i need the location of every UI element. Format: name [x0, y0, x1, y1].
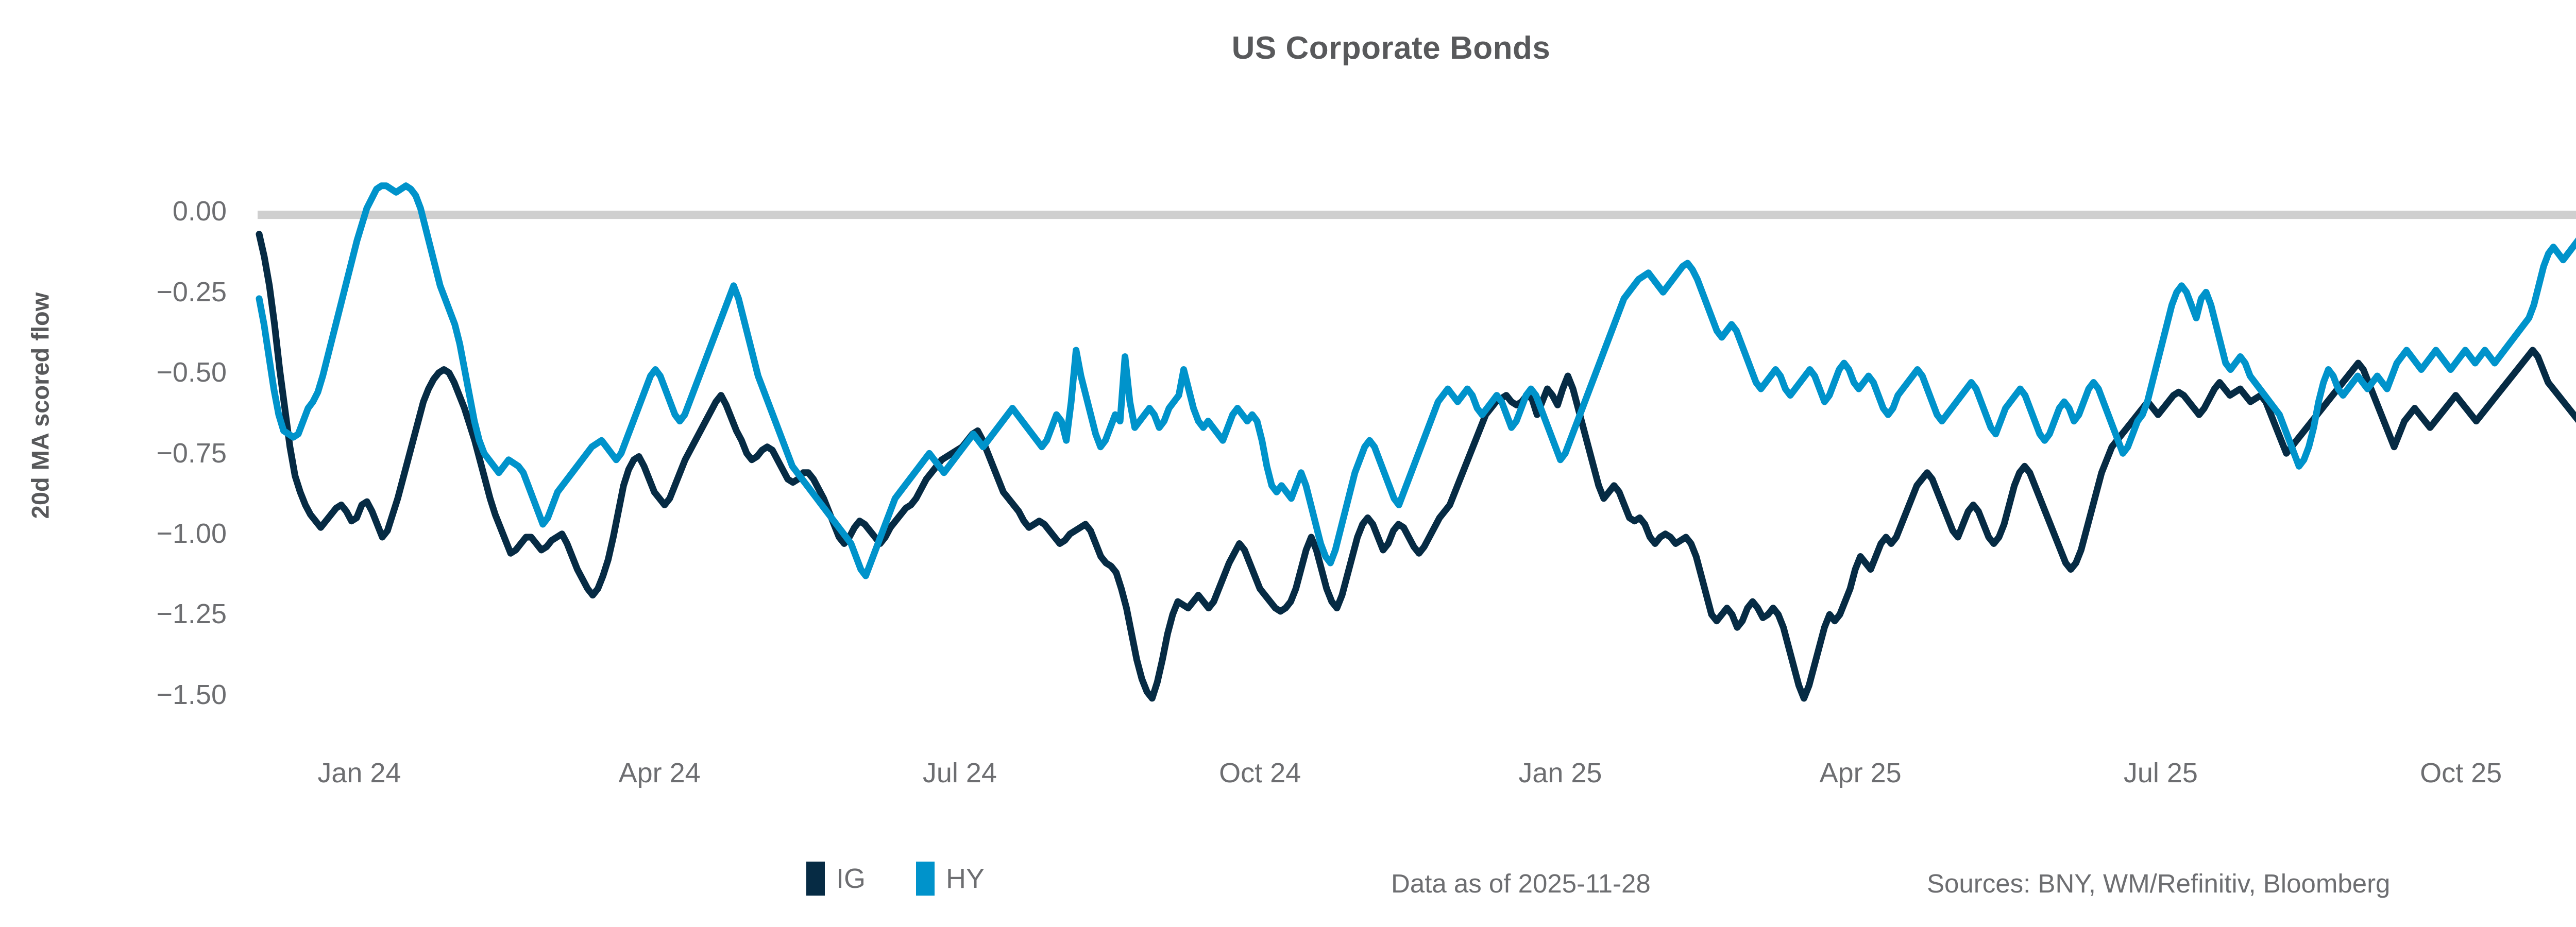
y-axis-tick-1: −0.25: [156, 276, 227, 307]
y-axis-tick-0: 0.00: [172, 196, 227, 227]
x-axis-tick-4: Jan 25: [1518, 758, 1602, 788]
legend-label-ig: IG: [836, 863, 866, 894]
y-axis-tick-6: −1.50: [156, 679, 227, 710]
x-axis-tick-5: Apr 25: [1819, 758, 1902, 788]
data-as-of-note: Data as of 2025-11-28: [1391, 869, 1651, 898]
series-line-hy: [256, 182, 2576, 579]
series-line-ig: [256, 231, 2576, 702]
chart-legend: IG HY: [806, 862, 1035, 896]
y-axis-tick-3: −0.75: [156, 437, 227, 469]
x-axis-tick-1: Apr 24: [618, 758, 701, 788]
y-axis-tick-4: −1.00: [156, 518, 227, 549]
legend-swatch-ig: [806, 862, 825, 896]
x-axis-tick-3: Oct 24: [1219, 758, 1301, 788]
x-axis-tick-6: Jul 25: [2123, 758, 2198, 788]
x-axis-tick-2: Jul 24: [922, 758, 997, 788]
y-axis-tick-2: −0.50: [156, 357, 227, 388]
sources-note: Sources: BNY, WM/Refinitiv, Bloomberg: [1927, 869, 2391, 898]
y-axis-tick-5: −1.25: [156, 598, 227, 630]
legend-item-ig[interactable]: IG: [806, 862, 866, 896]
legend-swatch-hy: [916, 862, 935, 896]
x-axis-tick-0: Jan 24: [317, 758, 401, 788]
x-axis-tick-7: Oct 25: [2420, 758, 2502, 788]
y-axis-tick-group: 0.00 −0.25 −0.50 −0.75 −1.00 −1.25 −1.50: [0, 0, 227, 927]
page-title: US Corporate Bonds: [1231, 30, 1551, 66]
legend-item-hy[interactable]: HY: [916, 862, 985, 896]
legend-label-hy: HY: [946, 863, 985, 894]
